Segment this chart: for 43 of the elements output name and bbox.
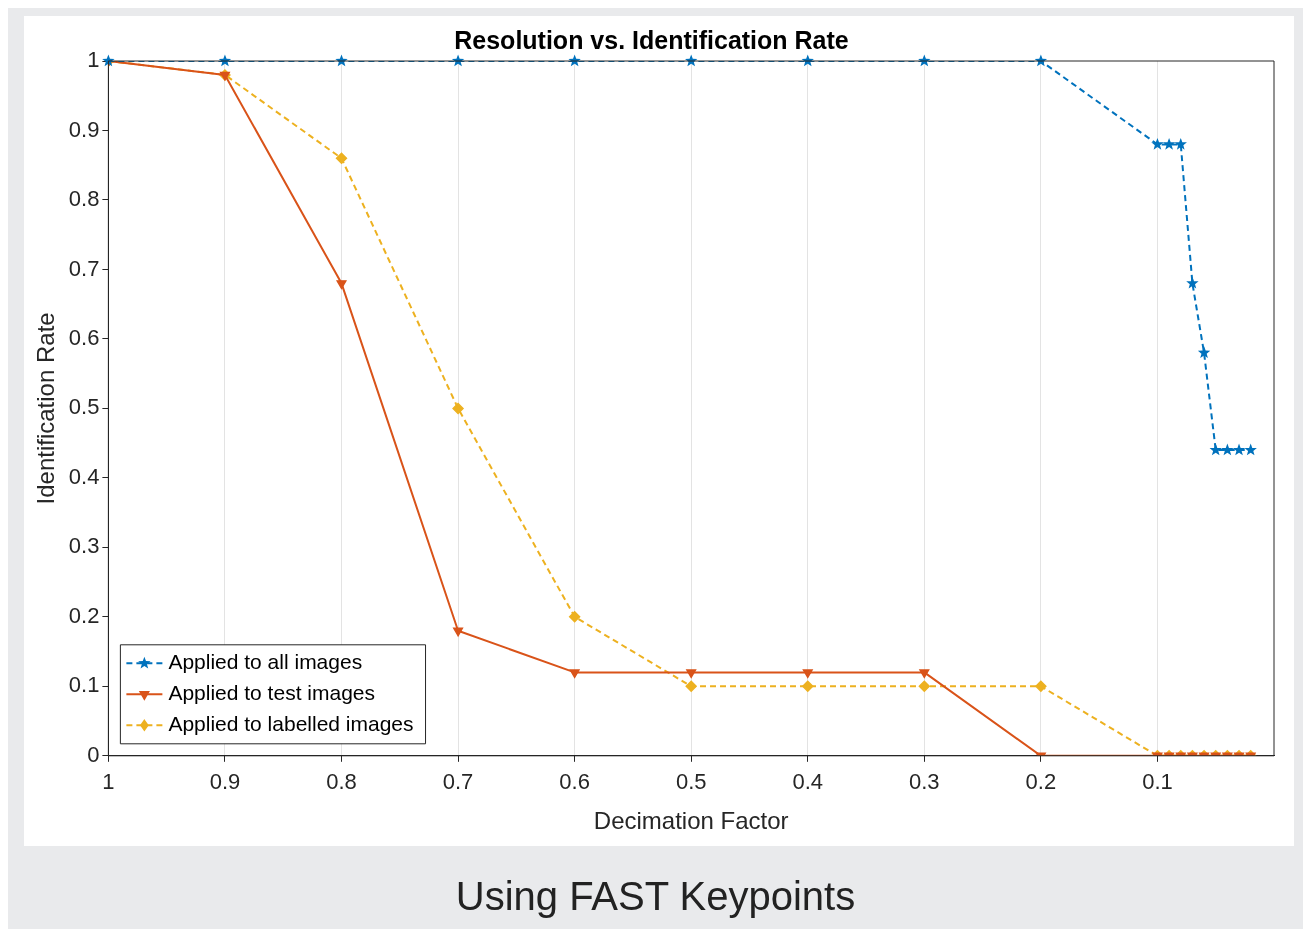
- x-axis-title: Decimation Factor: [593, 807, 789, 835]
- x-tick-label: 0.7: [442, 769, 474, 795]
- y-axis-title: Identification Rate: [32, 312, 60, 505]
- y-tick-label: 0.1: [68, 672, 100, 698]
- x-tick-label: 0.3: [909, 769, 940, 795]
- x-tick-label: 0.9: [209, 769, 241, 795]
- y-tick-label: 0: [87, 741, 100, 767]
- y-tick-label: 0.3: [68, 533, 100, 559]
- y-tick-label: 0.6: [68, 324, 100, 350]
- point: [1221, 443, 1234, 456]
- legend-label: Applied to labelled images: [168, 712, 414, 736]
- point: [568, 611, 581, 623]
- point: [685, 680, 697, 693]
- point: [1162, 137, 1176, 150]
- x-tick-label: 0.5: [675, 769, 707, 795]
- point: [1174, 137, 1187, 150]
- point: [1035, 680, 1047, 693]
- x-tick-label: 0.2: [1025, 769, 1057, 795]
- point: [1197, 346, 1211, 359]
- point: [1151, 137, 1164, 150]
- x-tick-label: 0.4: [792, 769, 824, 795]
- point: [802, 680, 814, 693]
- y-tick-label: 0.2: [68, 602, 100, 628]
- x-tick-label: 0.1: [1142, 769, 1173, 795]
- chart-title: Resolution vs. Identification Rate: [454, 25, 849, 54]
- point: [1186, 276, 1199, 289]
- text: Using FAST Keypoints: [454, 874, 857, 919]
- y-tick-label: 0.4: [68, 463, 100, 489]
- point: [918, 680, 931, 693]
- legend-label: Applied to test images: [168, 681, 376, 705]
- point: [452, 402, 464, 415]
- point: [1244, 443, 1257, 456]
- point: [1232, 443, 1246, 456]
- x-tick-label: 0.8: [326, 769, 357, 795]
- y-tick-label: 0.5: [68, 394, 100, 420]
- y-tick-label: 1: [87, 47, 100, 73]
- y-tick-label: 0.9: [68, 116, 100, 142]
- point: [335, 152, 348, 164]
- x-tick-label: 0.6: [559, 769, 590, 795]
- y-tick-label: 0.8: [68, 186, 100, 212]
- point: [1209, 443, 1222, 456]
- legend-label: Applied to all images: [168, 650, 363, 674]
- y-tick-label: 0.7: [68, 255, 100, 281]
